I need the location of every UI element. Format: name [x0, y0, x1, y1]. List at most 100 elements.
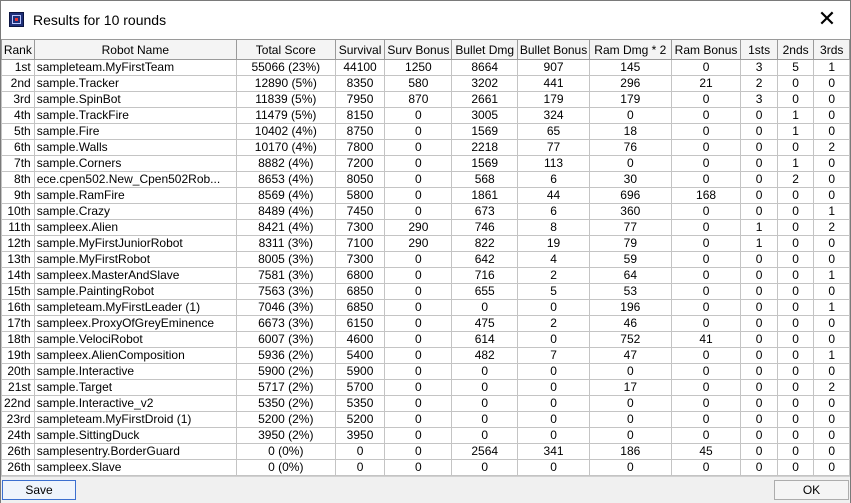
robot-name-cell: sample.Walls	[33, 139, 237, 156]
rank-cell: 19th	[1, 347, 35, 364]
surv-bonus-cell: 0	[384, 427, 453, 444]
total-score-cell: 55066 (23%)	[235, 59, 336, 76]
survival-cell: 6150	[334, 315, 386, 332]
table-row[interactable]: 10th sample.Crazy 8489 (4%) 7450 0 673 6 360 0 0 0…	[1, 203, 850, 220]
table-row[interactable]: 17th sampleex.ProxyOfGreyEminence 6673 (3%…	[1, 315, 850, 332]
total-score-cell: 3950 (2%)	[235, 427, 336, 444]
column-header-robot-name[interactable]: Robot Name	[33, 39, 237, 60]
survival-cell: 7300	[334, 219, 386, 236]
bullet-bonus-cell: 2	[517, 315, 590, 332]
bullet-bonus-cell: 6	[517, 203, 590, 220]
seconds-cell: 0	[776, 91, 815, 108]
table-row[interactable]: 3rd sample.SpinBot 11839 (5%) 7950 870 2661 17…	[1, 91, 850, 108]
thirds-cell: 0	[813, 91, 850, 108]
table-row[interactable]: 5th sample.Fire 10402 (4%) 8750 0 1569 65 18 0 0 1…	[1, 123, 850, 140]
ram-bonus-cell: 0	[670, 203, 742, 220]
table-row[interactable]: 9th sample.RamFire 8569 (4%) 5800 0 1861 44 696…	[1, 187, 850, 204]
table-row[interactable]: 26th sampleex.Slave 0 (0%) 0 0 0 0 0 0 0 0 0	[1, 459, 850, 476]
total-score-cell: 7581 (3%)	[235, 267, 336, 284]
table-row[interactable]: 2nd sample.Tracker 12890 (5%) 8350 580 3202 44…	[1, 75, 850, 92]
table-row[interactable]: 15th sample.PaintingRobot 7563 (3%) 6850 0 65…	[1, 283, 850, 300]
column-header-bullet-bonus[interactable]: Bullet Bonus	[517, 39, 590, 60]
bullet-bonus-cell: 2	[517, 267, 590, 284]
thirds-cell: 2	[813, 219, 850, 236]
ram-dmg-cell: 0	[589, 411, 672, 428]
ram-bonus-cell: 0	[670, 379, 742, 396]
column-header-rank[interactable]: Rank	[1, 39, 35, 60]
table-row[interactable]: 4th sample.TrackFire 11479 (5%) 8150 0 3005 32…	[1, 107, 850, 124]
table-header-row: Rank Robot Name Total Score Survival Sur…	[1, 39, 850, 60]
total-score-cell: 7563 (3%)	[235, 283, 336, 300]
table-row[interactable]: 7th sample.Corners 8882 (4%) 7200 0 1569 113 0 0…	[1, 155, 850, 172]
seconds-cell: 0	[776, 299, 815, 316]
total-score-cell: 10170 (4%)	[235, 139, 336, 156]
survival-cell: 7800	[334, 139, 386, 156]
seconds-cell: 0	[776, 251, 815, 268]
firsts-cell: 0	[740, 395, 778, 412]
table-row[interactable]: 18th sample.VelociRobot 6007 (3%) 4600 0 614 0…	[1, 331, 850, 348]
rank-cell: 14th	[1, 267, 35, 284]
ram-bonus-cell: 0	[670, 107, 742, 124]
column-header-bullet-dmg[interactable]: Bullet Dmg	[451, 39, 519, 60]
total-score-cell: 8421 (4%)	[235, 219, 336, 236]
table-row[interactable]: 23rd sampleteam.MyFirstDroid (1) 5200 (2%)…	[1, 411, 850, 428]
column-header-firsts[interactable]: 1sts	[740, 39, 778, 60]
table-row[interactable]: 24th sample.SittingDuck 3950 (2%) 3950 0 0 0 0 0…	[1, 427, 850, 444]
bullet-dmg-cell: 0	[451, 363, 519, 380]
survival-cell: 0	[334, 443, 386, 460]
column-header-ram-dmg[interactable]: Ram Dmg * 2	[589, 39, 672, 60]
table-row[interactable]: 19th sampleex.AlienComposition 5936 (2%) 54…	[1, 347, 850, 364]
table-row[interactable]: 1st sampleteam.MyFirstTeam 55066 (23%) 4410…	[1, 59, 850, 76]
table-row[interactable]: 26th samplesentry.BorderGuard 0 (0%) 0 0 2564…	[1, 443, 850, 460]
column-header-total-score[interactable]: Total Score	[235, 39, 336, 60]
thirds-cell: 0	[813, 315, 850, 332]
thirds-cell: 0	[813, 251, 850, 268]
table-row[interactable]: 14th sampleex.MasterAndSlave 7581 (3%) 6800…	[1, 267, 850, 284]
column-header-thirds[interactable]: 3rds	[813, 39, 850, 60]
thirds-cell: 2	[813, 379, 850, 396]
bullet-dmg-cell: 0	[451, 427, 519, 444]
rank-cell: 22nd	[1, 395, 35, 412]
table-row[interactable]: 22nd sample.Interactive_v2 5350 (2%) 5350 0 0…	[1, 395, 850, 412]
seconds-cell: 0	[776, 443, 815, 460]
ok-button[interactable]: OK	[774, 480, 849, 500]
save-button[interactable]: Save	[2, 480, 76, 500]
bullet-dmg-cell: 568	[451, 171, 519, 188]
table-row[interactable]: 11th sampleex.Alien 8421 (4%) 7300 290 746 8 77…	[1, 219, 850, 236]
bullet-dmg-cell: 475	[451, 315, 519, 332]
thirds-cell: 1	[813, 347, 850, 364]
survival-cell: 0	[334, 459, 386, 476]
title-bar[interactable]: Results for 10 rounds ✕	[1, 1, 850, 39]
table-row[interactable]: 21st sample.Target 5717 (2%) 5700 0 0 0 17 0 0 0 2	[1, 379, 850, 396]
close-button[interactable]: ✕	[817, 7, 837, 32]
bullet-bonus-cell: 77	[517, 139, 590, 156]
thirds-cell: 0	[813, 283, 850, 300]
thirds-cell: 0	[813, 123, 850, 140]
thirds-cell: 0	[813, 331, 850, 348]
ram-bonus-cell: 0	[670, 91, 742, 108]
table-row[interactable]: 13th sample.MyFirstRobot 8005 (3%) 7300 0 642…	[1, 251, 850, 268]
table-row[interactable]: 8th ece.cpen502.New_Cpen502Rob... 8653 (4%…	[1, 171, 850, 188]
bullet-bonus-cell: 6	[517, 171, 590, 188]
survival-cell: 7200	[334, 155, 386, 172]
seconds-cell: 0	[776, 283, 815, 300]
table-row[interactable]: 20th sample.Interactive 5900 (2%) 5900 0 0 0 0 0…	[1, 363, 850, 380]
column-header-survival[interactable]: Survival	[334, 39, 386, 60]
robot-name-cell: sample.SpinBot	[33, 91, 237, 108]
column-header-seconds[interactable]: 2nds	[776, 39, 815, 60]
column-header-ram-bonus[interactable]: Ram Bonus	[670, 39, 742, 60]
rank-cell: 18th	[1, 331, 35, 348]
table-row[interactable]: 16th sampleteam.MyFirstLeader (1) 7046 (3%…	[1, 299, 850, 316]
ram-bonus-cell: 0	[670, 171, 742, 188]
table-row[interactable]: 6th sample.Walls 10170 (4%) 7800 0 2218 77 76 0 0…	[1, 139, 850, 156]
bullet-bonus-cell: 0	[517, 427, 590, 444]
table-row[interactable]: 12th sample.MyFirstJuniorRobot 8311 (3%) 71…	[1, 235, 850, 252]
bullet-bonus-cell: 0	[517, 363, 590, 380]
column-header-surv-bonus[interactable]: Surv Bonus	[384, 39, 453, 60]
total-score-cell: 5200 (2%)	[235, 411, 336, 428]
rank-cell: 5th	[1, 123, 35, 140]
total-score-cell: 6007 (3%)	[235, 331, 336, 348]
rank-cell: 13th	[1, 251, 35, 268]
survival-cell: 4600	[334, 331, 386, 348]
seconds-cell: 0	[776, 347, 815, 364]
